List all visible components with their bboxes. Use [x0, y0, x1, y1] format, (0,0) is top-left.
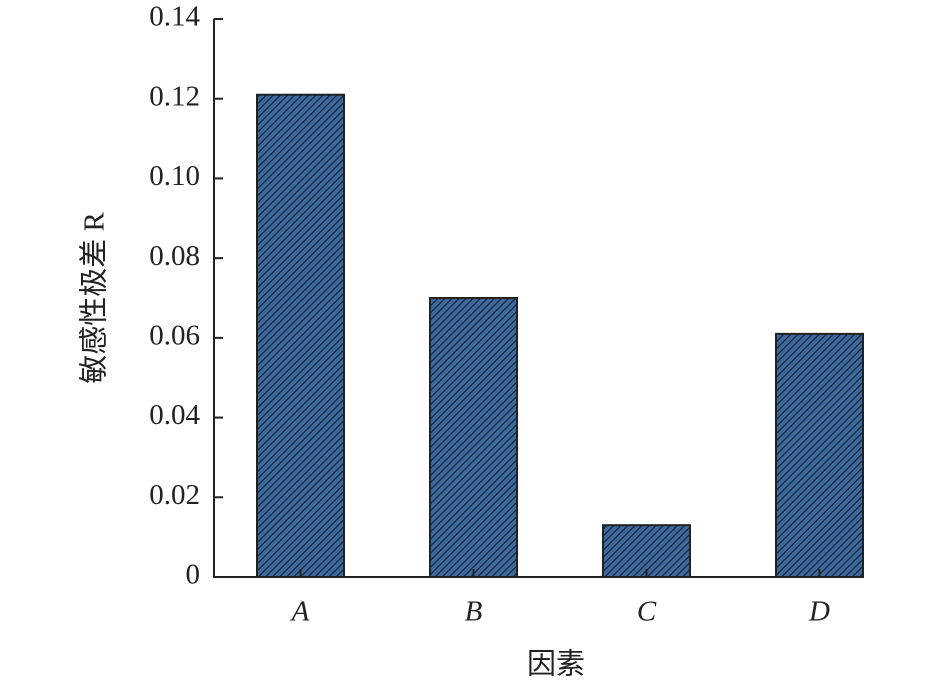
- y-tick-label: 0.02: [149, 479, 200, 511]
- bar: [256, 93, 345, 578]
- x-tick-label: C: [637, 596, 657, 628]
- x-tick-label: A: [290, 596, 310, 628]
- x-tick-label: B: [465, 596, 483, 628]
- y-tick-label: 0.04: [149, 399, 200, 431]
- x-tick-label: D: [808, 596, 830, 628]
- bar: [775, 332, 864, 578]
- bar: [429, 297, 518, 578]
- bar: [602, 524, 691, 579]
- y-tick-label: 0.14: [149, 1, 200, 33]
- y-tick-label: 0.10: [149, 160, 200, 192]
- y-axis-label: 敏感性极差 R: [78, 212, 111, 384]
- y-tick-label: 0: [186, 559, 201, 591]
- x-axis-label: 因素: [527, 648, 585, 681]
- y-tick-label: 0.12: [149, 80, 200, 112]
- y-tick-label: 0.06: [149, 320, 200, 352]
- y-tick-label: 0.08: [149, 240, 200, 272]
